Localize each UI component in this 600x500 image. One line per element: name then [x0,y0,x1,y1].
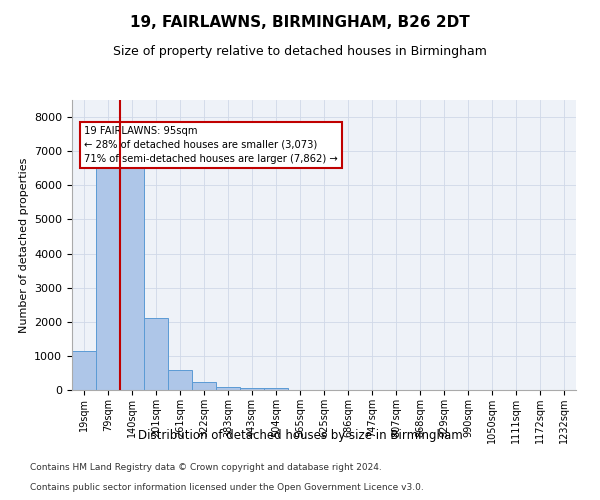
Bar [240,388,264,390]
Text: 19 FAIRLAWNS: 95sqm
← 28% of detached houses are smaller (3,073)
71% of semi-det: 19 FAIRLAWNS: 95sqm ← 28% of detached ho… [85,126,338,164]
Bar [96,168,120,390]
Text: Distribution of detached houses by size in Birmingham: Distribution of detached houses by size … [137,428,463,442]
Text: Contains HM Land Registry data © Crown copyright and database right 2024.: Contains HM Land Registry data © Crown c… [30,464,382,472]
Bar [192,382,216,390]
Bar [216,386,240,390]
Bar [264,388,288,390]
Text: 19, FAIRLAWNS, BIRMINGHAM, B26 2DT: 19, FAIRLAWNS, BIRMINGHAM, B26 2DT [130,15,470,30]
Bar [168,370,192,390]
Text: Size of property relative to detached houses in Birmingham: Size of property relative to detached ho… [113,45,487,58]
Bar [144,318,168,390]
Bar [120,168,144,390]
Y-axis label: Number of detached properties: Number of detached properties [19,158,29,332]
Bar [72,351,96,390]
Text: Contains public sector information licensed under the Open Government Licence v3: Contains public sector information licen… [30,484,424,492]
